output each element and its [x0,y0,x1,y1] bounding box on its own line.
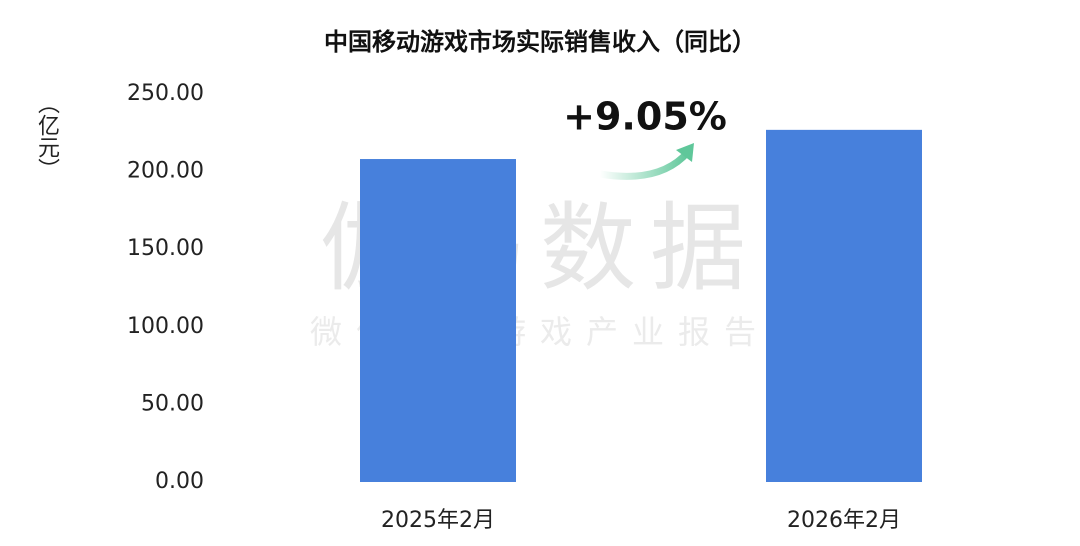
y-tick-label: 0.00 [155,469,204,494]
y-tick-label: 50.00 [141,391,204,416]
bar [360,159,516,482]
y-axis-label: （亿元） [34,92,59,180]
arrow [599,149,691,180]
y-tick-label: 250.00 [127,81,204,106]
x-tick-label: 2025年2月 [381,508,495,533]
bar [766,129,922,482]
y-tick-label: 200.00 [127,159,204,184]
arrow-head [676,143,694,162]
chart-title: 中国移动游戏市场实际销售收入（同比） [324,28,756,56]
annotation: +9.05% [563,95,727,139]
y-tick-label: 150.00 [127,236,204,261]
x-tick-label: 2026年2月 [787,508,901,533]
y-tick-label: 100.00 [127,314,204,339]
